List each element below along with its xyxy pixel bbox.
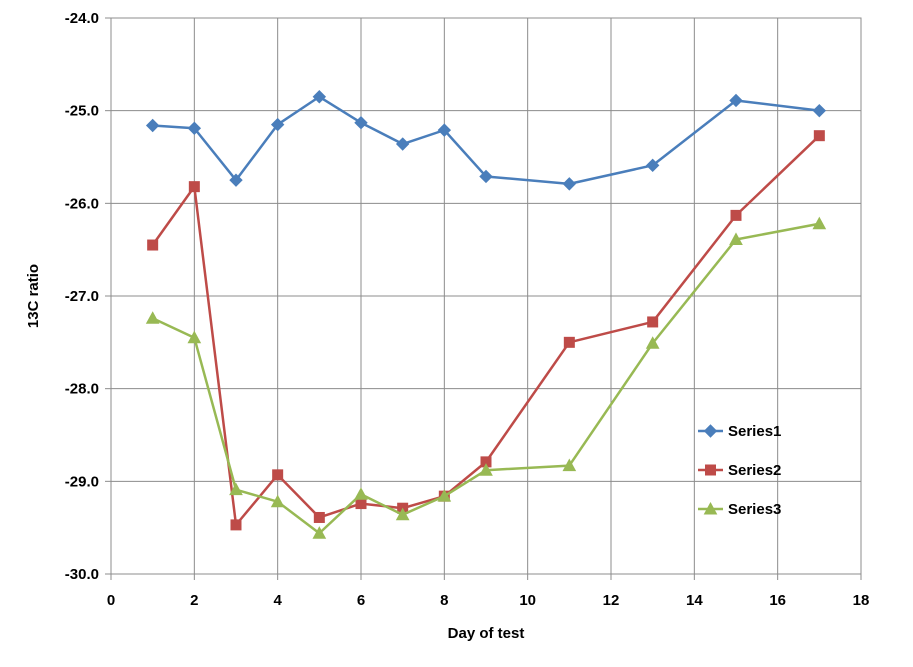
x-tick-label: 14	[686, 592, 703, 609]
y-tick-label: -30.0	[65, 566, 99, 583]
series-3-point	[645, 336, 660, 349]
x-tick-label: 2	[190, 592, 198, 609]
x-tick-label: 16	[769, 592, 786, 609]
series-1-point	[270, 117, 285, 132]
series-1-point	[812, 103, 827, 118]
y-tick-label: -26.0	[65, 195, 99, 212]
y-tick-label: -25.0	[65, 103, 99, 120]
series-1-point	[145, 118, 160, 133]
legend-entry-3: Series3	[698, 501, 781, 518]
x-tick-label: 6	[357, 592, 365, 609]
legend-entry-2: Series2	[698, 462, 781, 479]
series-1-point	[562, 177, 577, 191]
series-1-point	[312, 90, 327, 104]
series-2-point	[730, 209, 742, 221]
legend-label: Series3	[728, 501, 781, 518]
legend-label: Series2	[728, 462, 781, 479]
series-1	[145, 90, 827, 191]
x-tick-label: 10	[519, 592, 536, 609]
series-2-point	[147, 239, 159, 251]
series-3-point	[354, 487, 368, 500]
series-3-point	[562, 458, 577, 472]
series-3-point	[729, 232, 743, 245]
tick-labels: 0 2 4 6 8 10 12 14 16 18 -24.0 -25.0 -26.0 -27.0 -28.0…	[65, 10, 870, 609]
x-tick-label: 8	[440, 592, 448, 609]
series-3-point	[395, 507, 410, 521]
y-tick-label: -24.0	[65, 10, 99, 27]
y-tick-label: -29.0	[65, 473, 99, 490]
series-2-point	[647, 316, 659, 328]
series-3-point	[312, 526, 327, 539]
legend-entry-1: Series1	[698, 423, 781, 440]
series-1-point	[437, 123, 452, 137]
y-axis-title: 13C ratio	[25, 264, 42, 328]
data-series	[145, 90, 827, 539]
series-3-point	[187, 330, 202, 344]
series-2-point	[230, 519, 242, 531]
y-tick-label: -27.0	[65, 288, 99, 305]
series-2-point	[563, 336, 575, 348]
legend: Series1 Series2 Series3	[698, 423, 781, 518]
series-1-point	[354, 116, 368, 130]
series-3-point	[270, 494, 285, 508]
series-1-point	[229, 173, 243, 187]
legend-marker	[703, 501, 718, 515]
axes	[105, 17, 862, 580]
legend-marker	[703, 424, 718, 438]
series-3-point	[479, 463, 493, 476]
series-2-point	[355, 498, 367, 510]
y-tick-label: -28.0	[65, 381, 99, 398]
series-2-point	[313, 511, 325, 523]
x-tick-label: 12	[603, 592, 620, 609]
x-tick-label: 4	[273, 592, 282, 609]
series-3-point	[145, 311, 160, 324]
series-1-point	[187, 121, 202, 135]
x-tick-label: 18	[853, 592, 870, 609]
series-2-point	[272, 469, 284, 481]
series-3-point	[437, 489, 452, 502]
series-2-point	[188, 181, 200, 193]
series-2-point	[813, 130, 825, 142]
x-axis-title: Day of test	[448, 625, 525, 642]
series-1-point	[479, 169, 493, 184]
x-tick-label: 0	[107, 592, 115, 609]
series-3	[145, 216, 827, 539]
series-1-point	[729, 93, 743, 108]
series-1-point	[395, 137, 410, 151]
series-3-point	[229, 482, 243, 496]
legend-label: Series1	[728, 423, 781, 440]
series-3-point	[812, 216, 827, 230]
legend-marker	[705, 464, 716, 476]
series-1-point	[645, 158, 660, 173]
